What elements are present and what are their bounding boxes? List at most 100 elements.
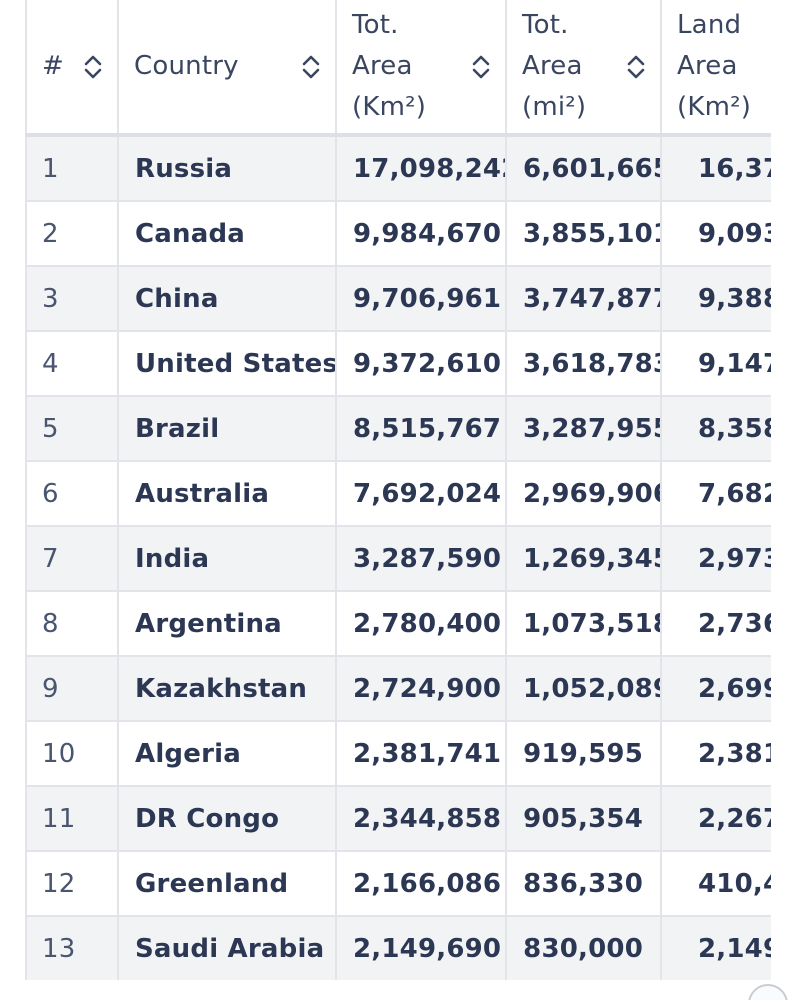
column-label-line: Area — [677, 51, 738, 81]
land-area-km2-cell: 2,267,0 — [660, 785, 771, 852]
table-header: # Country Tot. Area (Km²) Tot. Area (mi²) Land Ar… — [25, 0, 771, 137]
column-label: # — [42, 46, 64, 87]
column-label-line: (Km²) — [352, 92, 427, 122]
total-area-mi2-cell: 1,052,089 — [505, 655, 662, 722]
total-area-km2-cell: 9,706,961 — [335, 265, 507, 332]
table-viewport[interactable]: # Country Tot. Area (Km²) Tot. Area (mi²) Land Ar… — [25, 0, 771, 980]
land-area-km2-cell: 410,4 — [660, 850, 771, 917]
country-area-table: # Country Tot. Area (Km²) Tot. Area (mi²) Land Ar… — [25, 0, 771, 980]
country-cell: Brazil — [117, 395, 337, 462]
country-cell: India — [117, 525, 337, 592]
column-label: Tot. Area (mi²) — [522, 5, 586, 128]
land-area-km2-cell: 9,388,2 — [660, 265, 771, 332]
land-area-km2-cell: 2,699,7 — [660, 655, 771, 722]
land-area-km2-cell: 2,973,1 — [660, 525, 771, 592]
land-area-km2-cell: 2,381,7 — [660, 720, 771, 787]
country-cell: Russia — [117, 134, 337, 202]
column-label-line: (mi²) — [522, 92, 587, 122]
country-cell: China — [117, 265, 337, 332]
column-label-line: Area — [522, 51, 583, 81]
rank-cell: 8 — [25, 590, 119, 657]
country-cell: Australia — [117, 460, 337, 527]
total-area-mi2-cell: 919,595 — [505, 720, 662, 787]
rank-cell: 5 — [25, 395, 119, 462]
total-area-mi2-cell: 3,287,955 — [505, 395, 662, 462]
total-area-km2-cell: 2,381,741 — [335, 720, 507, 787]
rank-cell: 11 — [25, 785, 119, 852]
column-label: Tot. Area (Km²) — [352, 5, 426, 128]
column-label-line: Tot. — [352, 10, 399, 40]
country-cell: Argentina — [117, 590, 337, 657]
total-area-km2-cell: 3,287,590 — [335, 525, 507, 592]
land-area-km2-cell: 7,682,3 — [660, 460, 771, 527]
column-label-line: Area — [352, 51, 413, 81]
header-total-area-mi2[interactable]: Tot. Area (mi²) — [505, 0, 662, 137]
country-cell: Saudi Arabia — [117, 915, 337, 980]
column-label-line: Tot. — [522, 10, 569, 40]
total-area-km2-cell: 9,984,670 — [335, 200, 507, 267]
circle-button-icon[interactable] — [736, 980, 795, 1000]
header-country[interactable]: Country — [117, 0, 337, 137]
column-label-line: Country — [134, 51, 239, 81]
column-label: Country — [134, 46, 239, 87]
rank-cell: 1 — [25, 134, 119, 202]
country-cell: DR Congo — [117, 785, 337, 852]
header-rank[interactable]: # — [25, 0, 119, 137]
header-land-area-km2[interactable]: Land Area (Km²) — [660, 0, 771, 137]
total-area-km2-cell: 2,149,690 — [335, 915, 507, 980]
table-body: 1Russia17,098,2426,601,66516,376,82Canad… — [25, 134, 771, 980]
country-cell: Kazakhstan — [117, 655, 337, 722]
land-area-km2-cell: 9,093,5 — [660, 200, 771, 267]
total-area-mi2-cell: 6,601,665 — [505, 134, 662, 202]
column-label-line: Land — [677, 10, 742, 40]
country-cell: United States — [117, 330, 337, 397]
country-cell: Algeria — [117, 720, 337, 787]
total-area-km2-cell: 2,724,900 — [335, 655, 507, 722]
land-area-km2-cell: 8,358,1 — [660, 395, 771, 462]
column-label-line: # — [42, 51, 64, 81]
land-area-km2-cell: 2,149,6 — [660, 915, 771, 980]
sort-updown-icon[interactable] — [626, 53, 646, 81]
country-cell: Greenland — [117, 850, 337, 917]
header-total-area-km2[interactable]: Tot. Area (Km²) — [335, 0, 507, 137]
rank-cell: 7 — [25, 525, 119, 592]
total-area-mi2-cell: 1,269,345 — [505, 525, 662, 592]
land-area-km2-cell: 9,147,4 — [660, 330, 771, 397]
total-area-km2-cell: 2,780,400 — [335, 590, 507, 657]
total-area-km2-cell: 17,098,242 — [335, 134, 507, 202]
total-area-mi2-cell: 1,073,518 — [505, 590, 662, 657]
land-area-km2-cell: 16,376,8 — [660, 134, 771, 202]
land-area-km2-cell: 2,736,6 — [660, 590, 771, 657]
total-area-mi2-cell: 3,618,783 — [505, 330, 662, 397]
total-area-mi2-cell: 905,354 — [505, 785, 662, 852]
column-label-line: (Km²) — [677, 92, 752, 122]
rank-cell: 10 — [25, 720, 119, 787]
rank-cell: 4 — [25, 330, 119, 397]
total-area-km2-cell: 8,515,767 — [335, 395, 507, 462]
country-cell: Canada — [117, 200, 337, 267]
sort-updown-icon[interactable] — [471, 53, 491, 81]
rank-cell: 9 — [25, 655, 119, 722]
sort-updown-icon[interactable] — [83, 53, 103, 81]
total-area-mi2-cell: 836,330 — [505, 850, 662, 917]
total-area-mi2-cell: 830,000 — [505, 915, 662, 980]
sort-updown-icon[interactable] — [301, 53, 321, 81]
total-area-km2-cell: 2,166,086 — [335, 850, 507, 917]
column-label: Land Area (Km²) — [677, 5, 751, 128]
total-area-km2-cell: 7,692,024 — [335, 460, 507, 527]
total-area-km2-cell: 2,344,858 — [335, 785, 507, 852]
total-area-mi2-cell: 3,747,877 — [505, 265, 662, 332]
